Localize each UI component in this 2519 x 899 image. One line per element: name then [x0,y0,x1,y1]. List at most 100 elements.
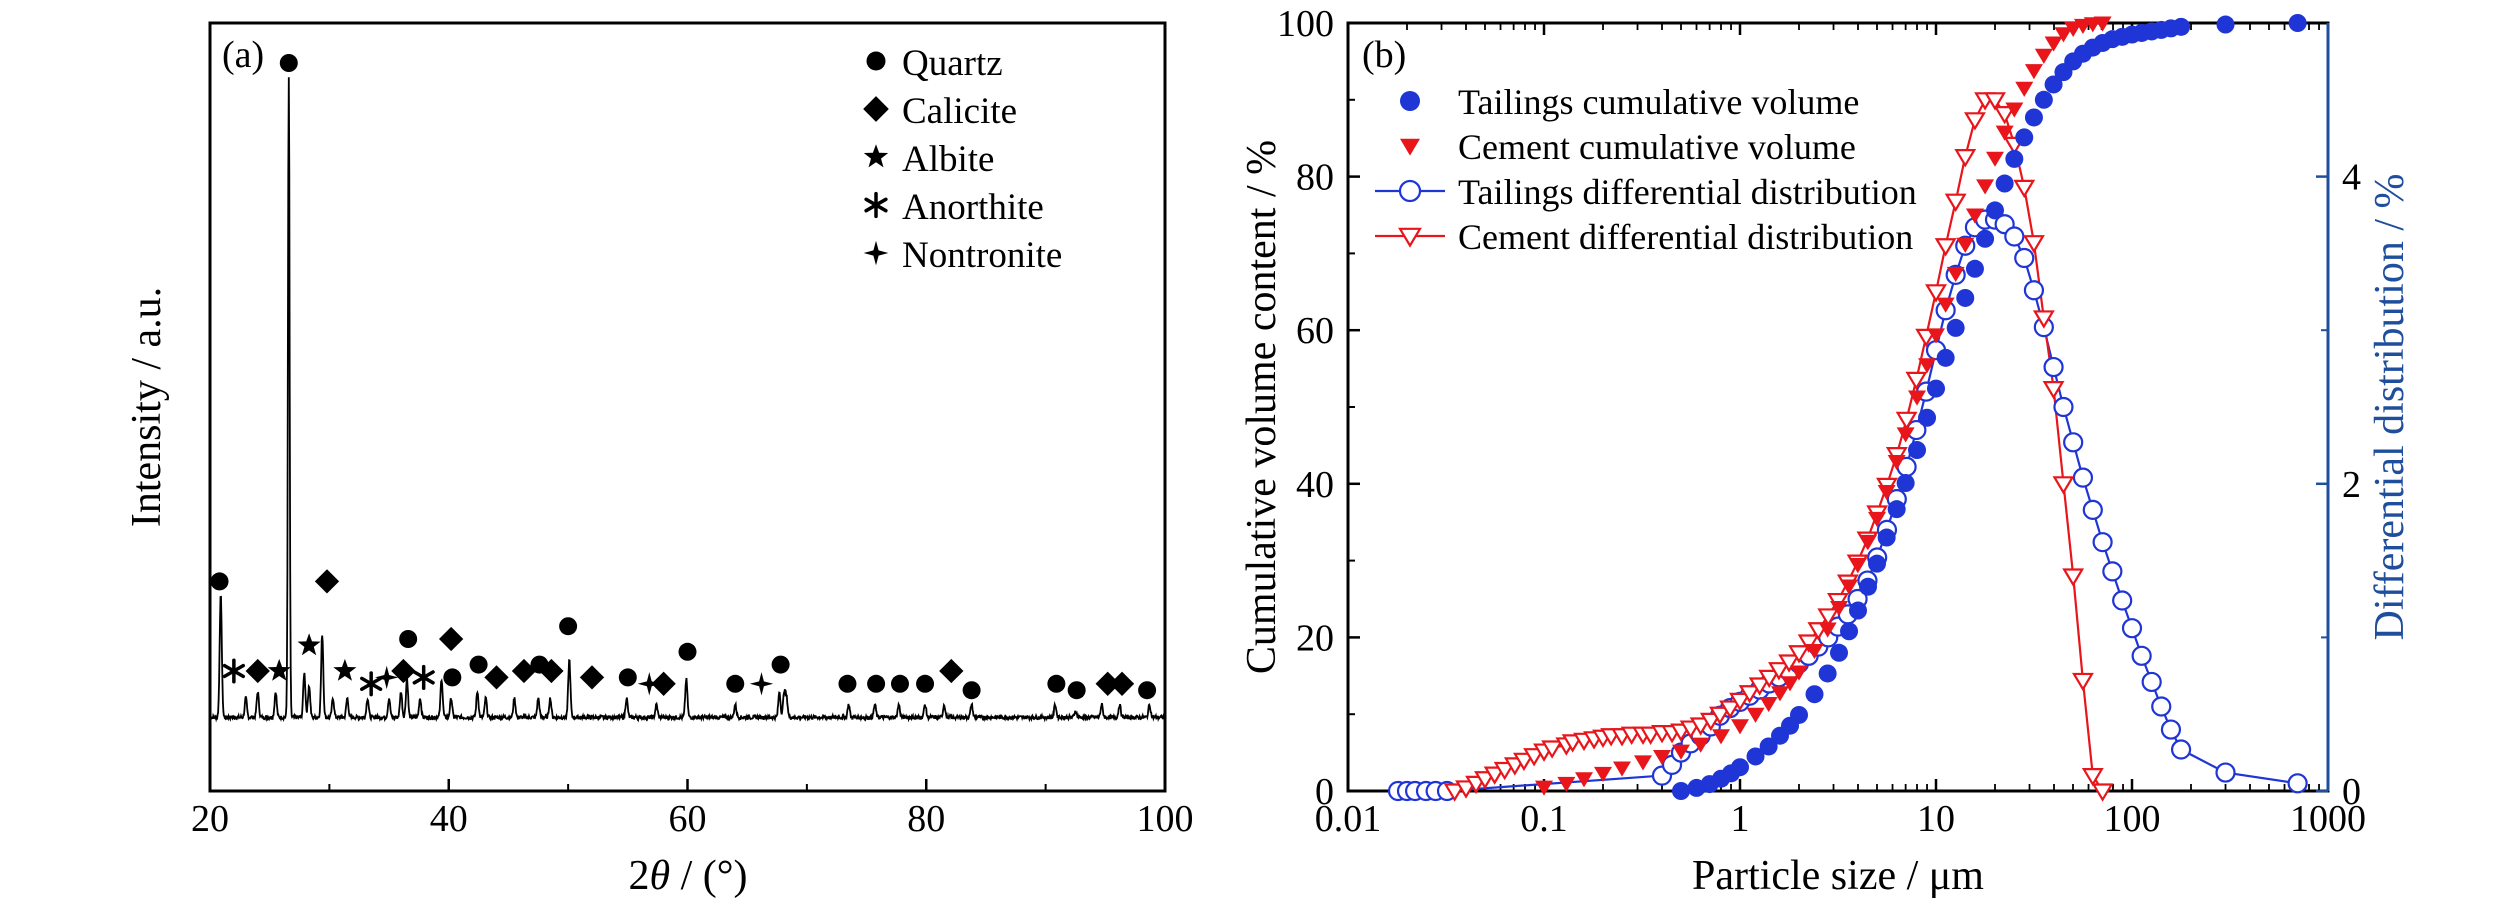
psd-panel: (b) 0.01 0.1 1 10 100 1000 0 20 40 60 80 100 0 2 4 T… [1239,3,2413,899]
phase-marker-star [267,658,291,681]
phase-marker-circle [962,681,981,700]
phase-marker-circle [443,668,462,687]
data-point-filled-triangle-down [1653,749,1672,766]
data-point-filled-circle [1908,441,1927,460]
legend-label-a: Nontronite [902,235,1062,276]
data-point-filled-circle [1927,379,1945,398]
data-point-filled-circle [2172,17,2191,36]
phase-marker-circle [559,617,578,636]
legend-label-a: Quartz [902,43,1003,84]
data-point-filled-circle [2044,75,2063,94]
phase-marker-fourstar [375,665,399,690]
phase-marker-asterisk [360,671,383,697]
phase-marker-circle [469,655,488,674]
data-point-filled-triangle-down [1612,761,1631,777]
data-point-open-triangle-down-line [1984,92,2006,111]
y-tick-label-left-b: 60 [1296,310,1334,352]
data-point-open-triangle-down-line [1797,634,1820,653]
phase-markers [210,54,1157,700]
phase-marker-circle [890,674,909,693]
phase-marker-circle [678,642,697,661]
y-tick-label-left-b: 20 [1296,617,1334,659]
phase-marker-asterisk [412,664,435,690]
data-point-filled-circle [2005,149,2024,168]
data-point-filled-triangle-down [1877,485,1896,501]
phase-marker-fourstar [749,672,774,696]
phase-marker-diamond [484,665,509,690]
legend-a: Quartz Calicite Albite Anorthite Nontronite [863,43,1062,276]
data-point-filled-triangle-down [1908,390,1927,406]
data-point-filled-circle [1986,201,2005,220]
data-point-open-triangle-down-line [1738,685,1761,704]
data-point-filled-triangle-down [1781,676,1800,692]
y-tick-label-left-b: 0 [1315,771,1334,813]
data-point-filled-circle [1936,348,1955,367]
data-point-filled-triangle-down [1956,237,1975,253]
phase-marker-circle [916,674,935,693]
data-point-filled-triangle-down [2015,81,2034,97]
psd-series [1387,14,2308,802]
data-point-open-triangle-down-line [2062,568,2085,587]
data-point-open-circle-line [2215,762,2236,783]
x-tick-label-b: 0.01 [1315,798,1382,840]
data-point-filled-circle [1849,601,1868,620]
data-point-filled-triangle-down [1790,665,1809,681]
plot-frame-a [208,21,1167,793]
data-point-open-circle-line [2072,467,2094,488]
data-point-open-circle-line [2102,561,2123,582]
phase-marker-circle [618,668,637,687]
data-point-filled-circle [1918,408,1937,427]
data-point-filled-triangle-down [2054,27,2073,43]
x-tick-label-b: 1 [1731,798,1750,840]
data-point-filled-triangle-down [1946,266,1965,283]
data-point-filled-circle [1840,622,1859,641]
data-point-filled-triangle-down [1896,427,1915,443]
data-point-filled-circle [1790,705,1809,724]
data-point-filled-triangle-down [2034,48,2053,64]
data-point-open-circle-line [2092,532,2113,553]
data-point-filled-circle [2288,14,2307,32]
data-point-open-triangle-down-line [1778,654,1801,673]
data-point-open-circle-line [2160,719,2182,740]
data-point-open-triangle-down-line [1934,238,1957,257]
phase-marker-diamond [579,665,605,690]
data-point-filled-circle [1976,229,1995,248]
data-point-filled-circle [1995,174,2014,193]
phase-marker-diamond [391,658,416,684]
data-point-filled-triangle-down [1771,686,1790,702]
phase-marker-circle [771,655,790,674]
x-tick-label-a: 60 [669,798,707,840]
data-point-open-triangle-down-line [2091,783,2114,802]
y-tick-label-right-b: 0 [2342,771,2361,813]
panel-label-a: (a) [222,34,264,76]
data-point-open-triangle-down-line [1541,740,1564,759]
data-point-open-circle-line [2112,590,2133,611]
data-point-open-triangle-down-line [1788,645,1810,664]
data-point-open-triangle-down-line [1905,371,1928,391]
data-point-filled-circle [1759,737,1778,756]
data-point-filled-circle [2015,128,2034,147]
data-point-open-triangle-down-line [2032,310,2055,329]
phase-marker-diamond [314,569,340,594]
phase-marker-diamond [438,626,464,652]
x-axis-b: 0.01 0.1 1 10 100 1000 [1315,23,2366,840]
xrd-pattern [209,77,1166,723]
phase-marker-circle [867,674,886,693]
data-point-filled-triangle-down [1830,600,1849,617]
data-point-open-circle-line [2141,671,2162,693]
phase-marker-asterisk [222,658,245,684]
data-point-filled-triangle-down [1986,151,2005,167]
data-point-filled-triangle-down [2044,36,2063,52]
data-point-open-triangle-down-line [1455,780,1477,799]
legend-marker-fourstar [863,240,889,266]
data-point-filled-circle [1830,643,1849,662]
phase-marker-diamond [245,658,270,684]
x-tick-label-a: 20 [191,798,229,840]
phase-marker-diamond [1109,671,1135,696]
data-point-open-triangle-down-line [1895,411,1918,431]
phase-marker-star [297,633,321,656]
phase-marker-diamond [651,671,676,696]
legend-label-b: Cement cumulative volume [1458,127,1856,167]
legend-label-b: Cement differential distribution [1458,217,1913,257]
data-point-filled-triangle-down [1867,511,1886,527]
